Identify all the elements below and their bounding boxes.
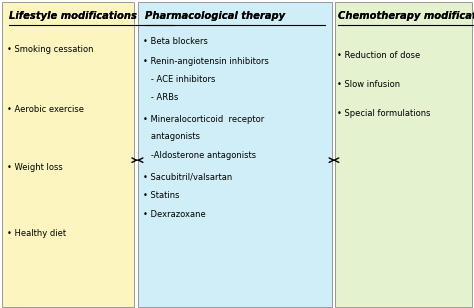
Text: antagonists: antagonists: [143, 132, 200, 141]
Text: -Aldosterone antagonists: -Aldosterone antagonists: [143, 151, 256, 160]
Text: • Beta blockers: • Beta blockers: [143, 37, 208, 46]
FancyBboxPatch shape: [335, 2, 472, 307]
Text: Lifestyle modifications: Lifestyle modifications: [9, 11, 137, 21]
Text: • Aerobic exercise: • Aerobic exercise: [7, 105, 83, 114]
Text: - ARBs: - ARBs: [143, 93, 179, 102]
Text: • Smoking cessation: • Smoking cessation: [7, 45, 93, 54]
Text: Chemotherapy modifications: Chemotherapy modifications: [338, 11, 474, 21]
Text: • Statins: • Statins: [143, 191, 180, 200]
Text: • Reduction of dose: • Reduction of dose: [337, 51, 421, 60]
Text: Pharmacological therapy: Pharmacological therapy: [145, 11, 285, 21]
Text: Pharmacological therapy: Pharmacological therapy: [145, 11, 285, 21]
Text: • Weight loss: • Weight loss: [7, 163, 63, 172]
FancyBboxPatch shape: [2, 2, 134, 307]
FancyBboxPatch shape: [138, 2, 332, 307]
Text: • Special formulations: • Special formulations: [337, 109, 431, 118]
Text: • Slow infusion: • Slow infusion: [337, 80, 401, 89]
Text: Lifestyle modifications: Lifestyle modifications: [9, 11, 137, 21]
Text: • Healthy diet: • Healthy diet: [7, 229, 66, 238]
Text: • Dexrazoxane: • Dexrazoxane: [143, 210, 206, 219]
Text: • Mineralocorticoid  receptor: • Mineralocorticoid receptor: [143, 115, 264, 124]
Text: Chemotherapy modifications: Chemotherapy modifications: [338, 11, 474, 21]
Text: • Sacubitril/valsartan: • Sacubitril/valsartan: [143, 172, 232, 181]
Text: • Renin-angiotensin inhibitors: • Renin-angiotensin inhibitors: [143, 57, 269, 66]
Text: - ACE inhibitors: - ACE inhibitors: [143, 75, 216, 84]
